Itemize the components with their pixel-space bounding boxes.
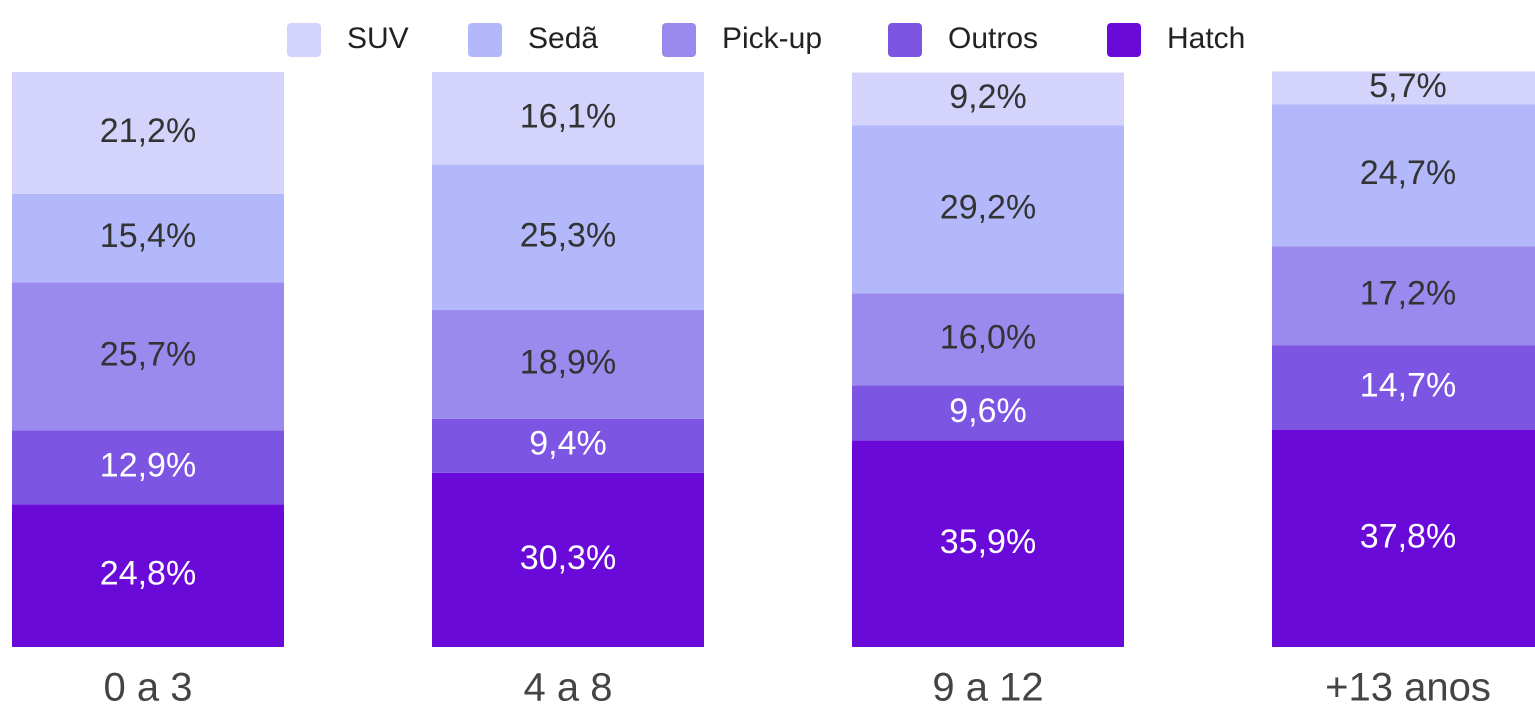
bar-segment xyxy=(12,193,284,283)
bar-segment xyxy=(432,418,704,473)
bar-segment xyxy=(432,72,704,165)
value-label: 24,7% xyxy=(1360,154,1456,192)
legend-label: Outros xyxy=(948,22,1038,55)
value-label: 35,9% xyxy=(940,523,1036,561)
bar-segment xyxy=(432,472,704,647)
legend-swatch xyxy=(1107,23,1141,57)
legend-swatch xyxy=(888,23,922,57)
bar-segment xyxy=(1272,246,1535,346)
bar-segment xyxy=(852,440,1124,647)
legend-label: Hatch xyxy=(1167,22,1245,55)
bar-segment xyxy=(1272,429,1535,647)
bar-segment xyxy=(12,430,284,505)
x-tick-label: +13 anos xyxy=(1325,666,1491,710)
value-label: 25,7% xyxy=(100,335,196,373)
value-label: 25,3% xyxy=(520,216,616,254)
value-label: 30,3% xyxy=(520,539,616,577)
bar-segment xyxy=(1272,71,1535,105)
value-label: 16,1% xyxy=(520,97,616,135)
bar-segment xyxy=(432,164,704,311)
x-tick-label: 4 a 8 xyxy=(524,666,613,710)
bar-segment xyxy=(1272,104,1535,247)
value-label: 9,6% xyxy=(949,392,1027,430)
legend-label: SUV xyxy=(347,22,409,55)
value-label: 37,8% xyxy=(1360,517,1456,555)
value-label: 18,9% xyxy=(520,343,616,381)
legend-swatch xyxy=(287,23,321,57)
bar-segment xyxy=(12,282,284,431)
bar-segment xyxy=(852,385,1124,441)
value-label: 5,7% xyxy=(1369,67,1447,105)
bar-segment xyxy=(852,293,1124,386)
value-label: 24,8% xyxy=(100,555,196,593)
value-label: 12,9% xyxy=(100,446,196,484)
bar-segment xyxy=(12,72,284,194)
value-label: 29,2% xyxy=(940,188,1036,226)
legend-label: Sedã xyxy=(528,22,598,55)
x-tick-label: 0 a 3 xyxy=(104,666,193,710)
value-label: 9,4% xyxy=(529,425,607,463)
value-label: 9,2% xyxy=(949,78,1027,116)
legend-label: Pick-up xyxy=(722,22,822,55)
value-label: 21,2% xyxy=(100,112,196,150)
bar-segment xyxy=(852,125,1124,294)
bar-segment xyxy=(852,72,1124,126)
value-label: 16,0% xyxy=(940,318,1036,356)
x-tick-label: 9 a 12 xyxy=(932,666,1043,710)
value-label: 17,2% xyxy=(1360,275,1456,313)
bar-segment xyxy=(1272,345,1535,430)
legend-swatch xyxy=(468,23,502,57)
bar-segment xyxy=(432,310,704,419)
value-label: 14,7% xyxy=(1360,366,1456,404)
legend-swatch xyxy=(662,23,696,57)
bar-segment xyxy=(12,504,284,647)
value-label: 15,4% xyxy=(100,217,196,255)
